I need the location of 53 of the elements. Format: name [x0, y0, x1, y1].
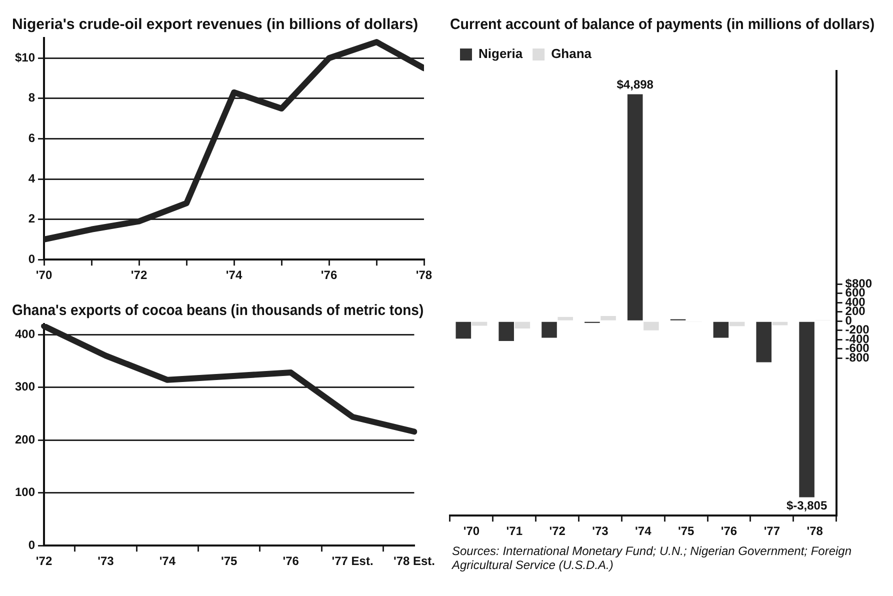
x-tick-label: '78 Est. — [393, 554, 435, 568]
y-tick-label: 8 — [28, 90, 36, 105]
x-tick-label: '74 — [226, 268, 242, 282]
x-tick-label: '74 — [159, 554, 176, 568]
bar — [644, 322, 659, 330]
x-tick-label: '74 — [635, 524, 652, 538]
y-tick-label: 0 — [28, 252, 36, 266]
x-tick-label: '76 — [720, 524, 738, 538]
x-tick-label: '72 — [36, 554, 52, 568]
bar — [600, 316, 616, 320]
y-tick-label: 100 — [14, 485, 36, 500]
bar — [729, 322, 745, 326]
x-tick-label: '73 — [592, 524, 609, 538]
legend-label: Ghana — [551, 46, 592, 62]
bar — [756, 322, 772, 362]
x-tick-label: '72 — [130, 268, 148, 282]
x-tick-label: '70 — [463, 524, 480, 538]
x-tick-label: '77 Est. — [332, 554, 374, 568]
y-tick-label: 300 — [14, 380, 36, 394]
bar — [627, 94, 643, 320]
y-tick-label: 4 — [28, 171, 36, 186]
bar — [713, 322, 729, 338]
x-tick-label: '78 — [806, 524, 824, 538]
bar — [514, 322, 530, 328]
chart-title: Nigeria's crude-oil export revenues (in billions of dollars) — [12, 16, 418, 34]
x-tick-label: '76 — [320, 268, 338, 282]
y-tick-label: $10 — [14, 50, 36, 64]
bar — [558, 316, 573, 320]
chart-title: Ghana's exports of cocoa beans (in thousands of metric tons) — [12, 302, 424, 320]
chart-title: Current account of balance of payments (in millions of dollars) — [450, 16, 875, 34]
bar — [799, 322, 814, 498]
x-tick-label: '73 — [98, 554, 114, 568]
data-label: $4,898 — [616, 78, 654, 92]
bar — [456, 322, 472, 339]
x-tick-label: '75 — [221, 554, 238, 568]
x-tick-label: '70 — [36, 268, 52, 282]
bar — [542, 322, 557, 338]
x-tick-label: '71 — [506, 524, 523, 538]
data-label: $-3,805 — [786, 498, 828, 513]
y-tick-label: 2 — [28, 212, 36, 226]
x-tick-label: '75 — [678, 524, 694, 538]
bar — [498, 322, 514, 341]
x-tick-label: '76 — [282, 554, 300, 568]
x-tick-label: '72 — [549, 524, 566, 538]
source-note: Sources: International Monetary Fund; U.N.; Nigerian Government; Foreign Agricultural Service (U.S.D.A.) — [450, 544, 853, 572]
y-tick-label: 400 — [14, 326, 36, 341]
y-tick-label: 0 — [28, 538, 36, 552]
y-tick-label: 200 — [14, 432, 36, 446]
x-tick-label: '77 — [764, 524, 780, 538]
bar — [772, 322, 788, 326]
y-tick-label: 6 — [28, 131, 36, 146]
x-tick-label: '78 — [416, 268, 432, 282]
legend-label: Nigeria — [478, 46, 524, 62]
